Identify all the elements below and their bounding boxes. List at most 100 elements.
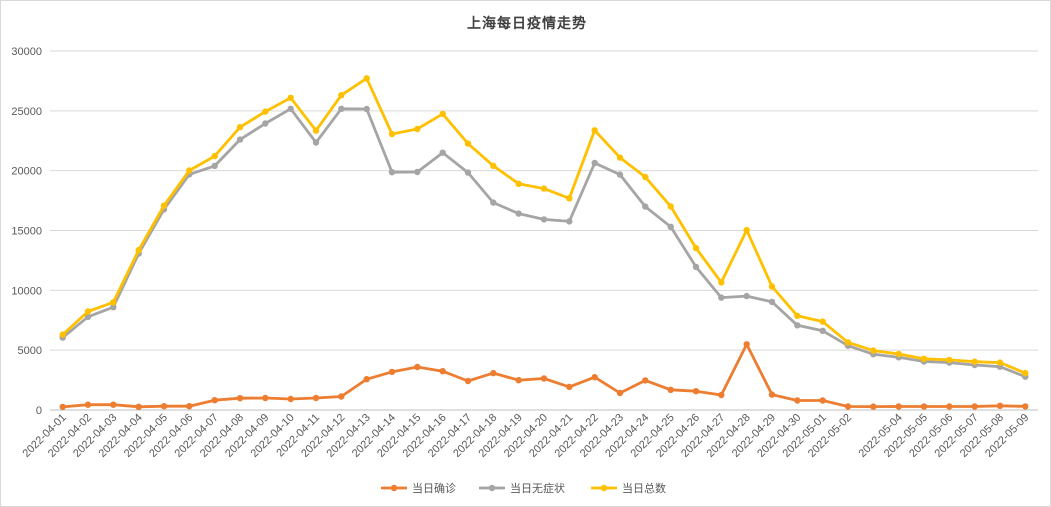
data-point [388, 169, 396, 176]
data-point [819, 318, 826, 325]
data-point [84, 308, 92, 315]
data-point [642, 173, 649, 181]
data-point [135, 403, 142, 410]
y-tick-label: 25000 [11, 106, 42, 118]
data-point [794, 312, 801, 319]
data-point [414, 125, 421, 133]
data-point [540, 375, 548, 382]
data-point [287, 105, 294, 113]
data-point [566, 218, 573, 225]
x-axis: 2022-04-012022-04-022022-04-032022-04-04… [21, 412, 1032, 460]
data-point [338, 105, 345, 113]
y-axis: 0 5000 10000 15000 20000 25000 30000 [11, 46, 42, 417]
data-point [540, 185, 548, 192]
data-point [718, 391, 725, 399]
data-point [312, 127, 320, 134]
data-point [439, 149, 446, 156]
data-point [262, 108, 269, 115]
data-point [236, 395, 244, 402]
data-point [920, 403, 928, 410]
data-point [186, 403, 193, 410]
data-point [439, 110, 446, 118]
data-point [667, 386, 674, 393]
data-point [743, 341, 750, 348]
data-point [84, 313, 92, 320]
data-point [464, 377, 472, 385]
data-point [236, 136, 244, 143]
data-point [515, 377, 522, 384]
data-point [414, 363, 421, 371]
data-point [971, 358, 978, 365]
data-point [946, 403, 953, 410]
series-line [61, 107, 1027, 379]
data-point [642, 203, 649, 210]
data-point [84, 401, 92, 408]
chart-title: 上海每日疫情走势 [467, 15, 587, 32]
data-point [920, 355, 928, 362]
data-point [490, 199, 497, 206]
data-point [794, 322, 801, 329]
data-point [515, 210, 522, 217]
data-point [211, 152, 218, 160]
data-point [287, 94, 294, 102]
data-point [388, 130, 396, 138]
data-point [768, 298, 776, 306]
data-point [312, 394, 320, 402]
data-point [996, 402, 1004, 409]
data-point [135, 246, 142, 254]
data-point [110, 401, 117, 408]
data-point [363, 75, 370, 82]
data-point [338, 393, 345, 400]
data-point [667, 223, 674, 230]
legend-marker [600, 484, 608, 492]
legend: 当日确诊 当日无症状 当日总数 [381, 481, 666, 495]
data-point [262, 120, 269, 127]
data-point [591, 127, 598, 134]
data-point [490, 369, 497, 377]
legend-label: 当日无症状 [510, 481, 565, 495]
data-point [211, 162, 218, 170]
data-point [566, 195, 573, 202]
data-point [946, 356, 953, 364]
data-point [844, 339, 852, 346]
data-point [363, 376, 370, 383]
legend-label: 当日总数 [622, 481, 666, 495]
data-point [363, 105, 370, 113]
data-point [743, 226, 750, 234]
series-line [61, 76, 1027, 375]
data-point [59, 403, 66, 411]
data-point [490, 162, 497, 169]
data-point [996, 359, 1004, 366]
data-point [718, 294, 725, 301]
y-tick-label: 5000 [18, 345, 42, 357]
data-point [591, 159, 598, 167]
y-tick-label: 15000 [11, 226, 42, 238]
data-point [59, 331, 66, 338]
data-point [667, 203, 674, 210]
data-point [692, 388, 700, 395]
legend-item: 当日确诊 [381, 481, 456, 495]
series-1 [59, 341, 1029, 411]
data-point [464, 140, 472, 147]
data-point [616, 389, 624, 397]
legend-label: 当日确诊 [412, 481, 456, 495]
data-point [160, 202, 168, 209]
data-point [794, 397, 801, 404]
data-point [718, 279, 725, 286]
data-point [870, 347, 877, 354]
data-point [844, 403, 852, 410]
data-point [819, 327, 826, 334]
y-tick-label: 0 [36, 405, 42, 417]
data-point [110, 304, 117, 311]
data-point [186, 167, 193, 174]
data-point [642, 377, 649, 384]
data-point [692, 244, 700, 252]
legend-marker [488, 484, 496, 492]
data-point [819, 397, 826, 404]
data-point [895, 350, 902, 358]
data-point [464, 169, 472, 176]
data-point [211, 397, 218, 404]
legend-marker [390, 484, 398, 492]
